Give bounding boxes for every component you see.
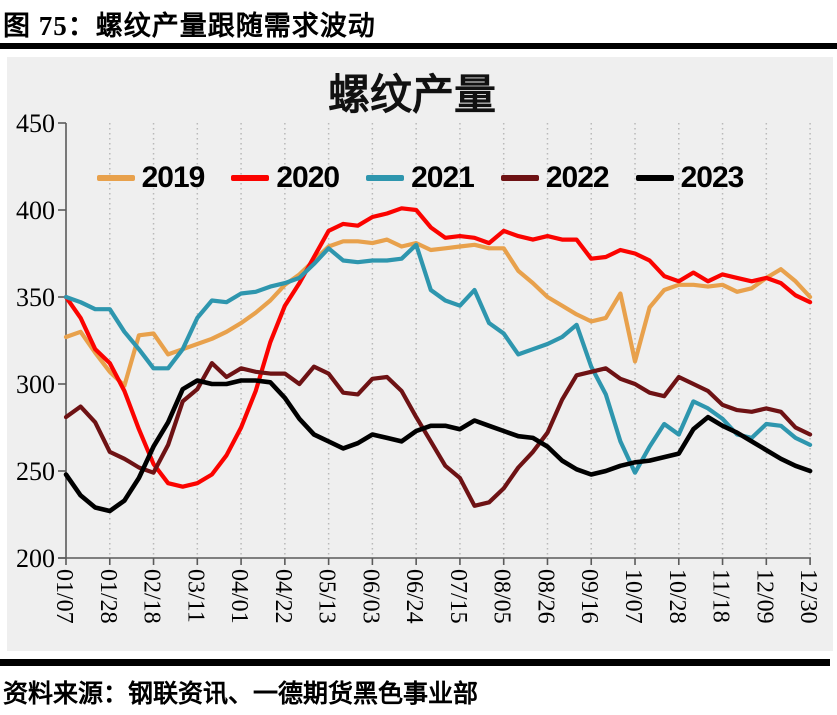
figure-bottom-rule — [0, 659, 830, 666]
x-tick-label: 08/26 — [532, 569, 558, 624]
legend-item-2020: 2020 — [231, 161, 340, 195]
x-tick-label: 01/28 — [95, 569, 121, 624]
series-line-2019 — [63, 237, 813, 388]
x-tick-label: 06/24 — [401, 569, 427, 624]
legend-swatch-2019 — [96, 175, 135, 181]
y-tick-label: 400 — [16, 196, 55, 225]
legend-label-2020: 2020 — [276, 161, 340, 194]
x-tick-label: 03/11 — [182, 569, 208, 623]
caption-divider-rule — [0, 43, 837, 49]
legend-swatch-2023 — [635, 175, 674, 181]
legend-swatch-2021 — [366, 175, 405, 181]
x-tick-label: 12/30 — [795, 569, 821, 624]
x-tick-label: 08/05 — [489, 569, 515, 624]
x-tick-label: 10/28 — [664, 569, 690, 624]
y-tick-label: 450 — [16, 109, 55, 138]
x-tick-label: 10/07 — [620, 569, 646, 624]
legend-item-2022: 2022 — [500, 161, 610, 195]
legend-item-2021: 2021 — [366, 161, 475, 195]
x-tick-label: 11/18 — [708, 569, 734, 623]
series-line-2023 — [63, 378, 813, 514]
y-tick-label: 200 — [16, 544, 55, 573]
plot-svg: 200 250 300 350 400 450 01/07 01/28 02/18 03/11 04… — [16, 109, 821, 624]
x-tick-label: 05/13 — [314, 569, 340, 624]
x-tick-label: 06/03 — [357, 569, 383, 624]
y-tick-label: 250 — [16, 457, 55, 486]
legend-label-2021: 2021 — [411, 161, 475, 194]
legend-swatch-2022 — [500, 175, 539, 181]
legend-swatch-2020 — [231, 175, 270, 181]
chart-area: 200 250 300 350 400 450 01/07 01/28 02/18 03/11 04… — [7, 57, 833, 651]
legend-label-2022: 2022 — [545, 161, 610, 194]
series-line-2020 — [63, 206, 813, 489]
chart-title: 螺纹产量 — [327, 73, 496, 119]
x-tick-label: 02/18 — [139, 569, 165, 624]
x-tick-label: 04/22 — [270, 569, 296, 624]
legend-item-2023: 2023 — [635, 161, 745, 195]
chart-legend: 2019 2020 2021 2022 2023 — [7, 161, 833, 195]
y-tick-label: 350 — [16, 283, 55, 312]
x-tick-label: 07/15 — [445, 569, 471, 624]
source-note: 资料来源：钢联资讯、一德期货黑色事业部 — [3, 681, 479, 708]
legend-label-2019: 2019 — [141, 161, 206, 194]
figure-caption: 图 75：螺纹产量跟随需求波动 — [3, 11, 376, 41]
x-tick-label: 09/16 — [576, 569, 602, 624]
x-tick-label: 12/09 — [751, 569, 777, 624]
legend-item-2019: 2019 — [96, 161, 206, 195]
legend-label-2023: 2023 — [680, 161, 745, 194]
x-tick-label: 01/07 — [51, 569, 77, 624]
series-line-2022 — [63, 361, 813, 508]
series-line-2021 — [63, 242, 813, 475]
y-tick-label: 300 — [16, 370, 55, 399]
x-tick-label: 04/01 — [226, 569, 252, 624]
